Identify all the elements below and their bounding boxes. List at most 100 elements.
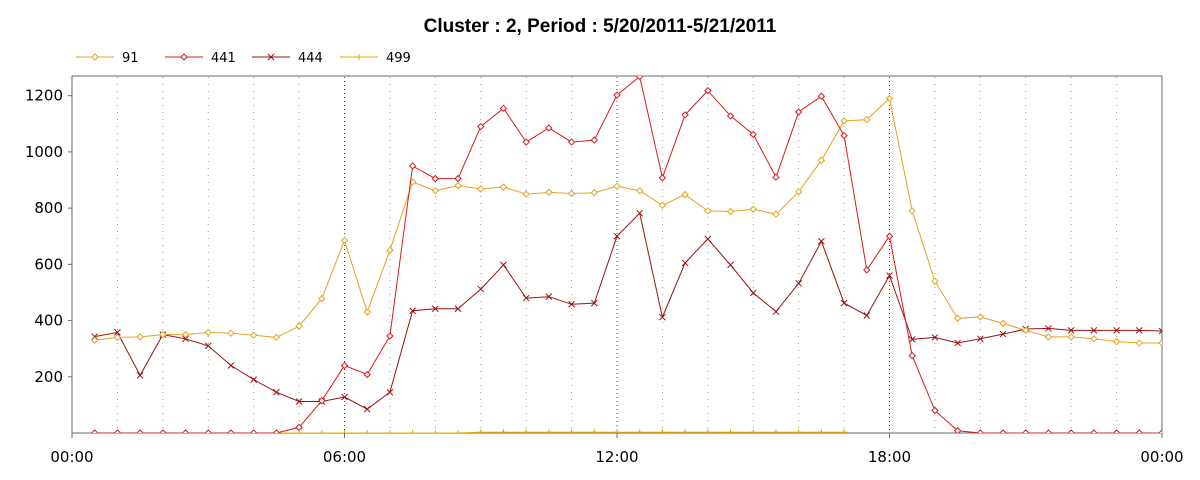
data-point — [431, 305, 439, 313]
data-point — [386, 246, 394, 254]
data-point — [750, 429, 757, 433]
legend-marker — [180, 53, 188, 61]
data-point — [636, 209, 644, 217]
data-point — [658, 174, 667, 182]
data-point — [182, 335, 189, 343]
data-point — [658, 201, 667, 210]
data-point — [227, 329, 235, 337]
data-point — [590, 299, 598, 307]
data-point — [499, 104, 508, 113]
data-point — [250, 376, 258, 383]
data-point — [500, 429, 507, 433]
data-point — [772, 210, 780, 219]
data-point — [885, 94, 894, 103]
data-point — [477, 285, 485, 293]
data-point — [749, 130, 757, 139]
data-point — [273, 388, 280, 396]
data-point — [613, 232, 621, 240]
data-point — [136, 429, 144, 433]
data-point — [340, 361, 349, 370]
data-point — [636, 429, 643, 433]
data-point — [772, 429, 779, 433]
x-tick-label: 12:00 — [595, 448, 638, 466]
chart-title: Cluster : 2, Period : 5/20/2011-5/21/201… — [424, 16, 777, 37]
legend-label: 444 — [298, 51, 323, 66]
data-point — [1022, 326, 1030, 335]
data-point — [1045, 325, 1052, 332]
y-tick-label: 800 — [34, 199, 63, 217]
y-tick-label: 200 — [34, 368, 63, 386]
data-point — [545, 429, 552, 433]
data-point — [1090, 327, 1098, 334]
data-point — [682, 429, 689, 433]
data-point — [431, 174, 440, 183]
data-point — [431, 186, 440, 195]
data-point — [818, 429, 825, 433]
legend-label: 91 — [122, 51, 139, 66]
legend-marker — [267, 53, 275, 61]
data-point — [523, 429, 530, 433]
data-point — [318, 430, 325, 433]
data-point — [500, 261, 507, 269]
data-point — [794, 108, 803, 116]
data-point — [613, 182, 621, 190]
data-point — [181, 429, 190, 433]
data-point — [340, 236, 349, 245]
data-point — [522, 138, 530, 146]
data-point — [591, 429, 598, 433]
data-point — [408, 162, 417, 170]
x-axis: 00:00 06:00 12:00 18:00 00:00 — [50, 433, 1184, 466]
data-point — [840, 131, 848, 140]
data-point — [204, 429, 212, 433]
series-line-499 — [94, 431, 845, 433]
data-point — [363, 405, 371, 413]
data-point — [886, 272, 893, 279]
data-point — [1158, 429, 1162, 433]
data-point — [614, 429, 620, 433]
series-line-444 — [94, 212, 1162, 410]
data-point — [477, 429, 484, 433]
data-point — [818, 237, 825, 245]
data-point — [567, 189, 576, 198]
data-point — [114, 329, 121, 336]
data-point — [999, 330, 1007, 338]
data-point — [841, 429, 848, 433]
data-point — [181, 330, 190, 339]
data-point — [455, 430, 462, 433]
data-point — [454, 305, 462, 313]
legend-label: 441 — [211, 51, 236, 66]
data-point — [613, 91, 621, 99]
data-point — [567, 138, 576, 146]
data-point — [91, 336, 99, 344]
data-point — [409, 430, 416, 433]
data-point — [772, 173, 780, 181]
data-point — [1044, 429, 1053, 433]
data-point — [477, 185, 485, 193]
plot-area — [71, 75, 1163, 434]
data-point — [522, 294, 530, 302]
y-tick-label: 1000 — [25, 143, 63, 161]
data-point — [1158, 327, 1162, 335]
data-point — [908, 351, 916, 360]
data-point — [863, 266, 871, 274]
data-point — [318, 294, 326, 303]
data-point — [522, 190, 530, 198]
data-point — [817, 92, 826, 100]
data-point — [341, 430, 348, 433]
legend-item-441: 441 — [165, 51, 236, 66]
data-point — [976, 335, 984, 343]
legend-label: 499 — [386, 51, 411, 66]
data-point — [794, 188, 803, 196]
legend-item-444: 444 — [252, 51, 323, 66]
data-point — [364, 430, 371, 433]
series-layer — [91, 76, 1162, 433]
data-point — [704, 429, 711, 433]
data-point — [795, 280, 803, 287]
data-point — [249, 331, 258, 339]
legend-marker — [91, 53, 99, 61]
data-point — [499, 183, 508, 191]
data-point — [1067, 327, 1075, 334]
data-point — [954, 339, 961, 347]
series-441 — [91, 76, 1162, 433]
data-point — [976, 313, 985, 321]
